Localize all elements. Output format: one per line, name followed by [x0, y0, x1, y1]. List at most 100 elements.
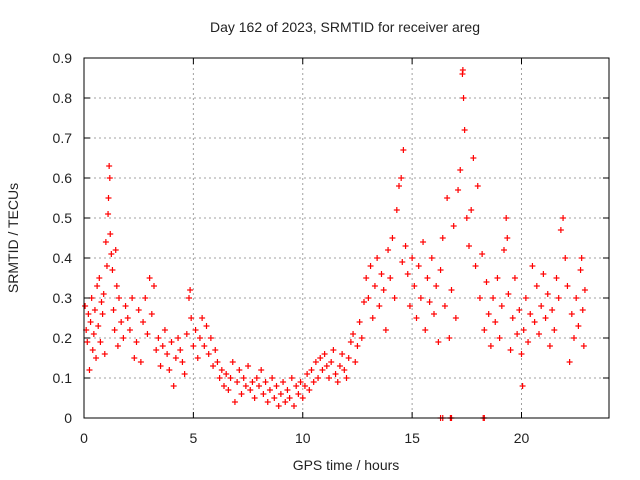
data-point [341, 367, 348, 373]
data-point [356, 319, 363, 325]
y-tick-label: 0.3 [53, 290, 73, 306]
data-point [496, 335, 503, 341]
data-point [106, 175, 113, 181]
data-point [555, 295, 562, 301]
data-point [380, 287, 387, 293]
data-point [406, 303, 413, 309]
data-point [385, 247, 392, 253]
data-point [564, 283, 571, 289]
x-tick-label: 0 [80, 430, 88, 446]
data-point [124, 315, 131, 321]
data-point [170, 383, 177, 389]
data-point [218, 367, 225, 373]
data-point [474, 183, 481, 189]
data-point [551, 327, 558, 333]
data-point [504, 235, 511, 241]
data-point [91, 307, 98, 313]
data-point [282, 399, 289, 405]
data-point [207, 335, 214, 341]
data-point [310, 379, 317, 385]
data-point [402, 243, 409, 249]
data-point [183, 331, 190, 337]
data-point [108, 251, 115, 257]
data-point [201, 343, 208, 349]
data-points [82, 67, 588, 421]
data-point [153, 347, 160, 353]
data-point [487, 343, 494, 349]
data-point [188, 315, 195, 321]
data-point [389, 235, 396, 241]
data-point [542, 315, 549, 321]
data-point [288, 375, 295, 381]
data-point [144, 331, 151, 337]
data-point [192, 327, 199, 333]
data-point [531, 319, 538, 325]
data-point [297, 379, 304, 385]
data-point [382, 327, 389, 333]
data-point [396, 183, 402, 189]
data-point [106, 163, 113, 169]
data-point [166, 367, 173, 373]
data-point [378, 271, 385, 277]
data-point [371, 283, 378, 289]
x-tick-label: 15 [404, 430, 420, 446]
data-point [100, 291, 107, 297]
data-point [214, 359, 221, 365]
data-point [221, 383, 227, 389]
data-point [319, 367, 326, 373]
data-point [199, 315, 206, 321]
data-point [186, 295, 192, 301]
data-point [175, 335, 182, 341]
data-point [463, 215, 470, 221]
data-point [549, 307, 556, 313]
y-tick-label: 0.1 [53, 370, 73, 386]
data-point [256, 383, 262, 389]
data-point [571, 335, 577, 341]
plot-border [83, 57, 610, 419]
data-point [315, 375, 322, 381]
data-point [321, 351, 328, 357]
data-point [483, 279, 490, 285]
data-point [236, 367, 243, 373]
data-point [137, 359, 144, 365]
data-point [275, 403, 282, 409]
data-point [566, 359, 573, 365]
chart-title: Day 162 of 2023, SRMTID for receiver are… [210, 19, 480, 35]
data-point [97, 339, 104, 345]
data-point [90, 331, 97, 337]
data-point [93, 355, 100, 361]
data-point [457, 167, 464, 173]
data-point [581, 287, 588, 293]
data-point [328, 359, 335, 365]
data-point [428, 255, 435, 261]
data-point [113, 283, 120, 289]
data-point [460, 95, 467, 101]
data-point [234, 379, 241, 385]
data-point [247, 387, 254, 393]
data-point [498, 303, 505, 309]
data-point [306, 387, 313, 393]
data-point [452, 315, 459, 321]
data-point [336, 363, 343, 369]
data-point [546, 343, 553, 349]
data-point [114, 343, 121, 349]
data-point [490, 295, 497, 301]
data-point [240, 375, 247, 381]
data-point [260, 391, 267, 397]
data-point [361, 299, 367, 305]
data-point [194, 355, 201, 361]
data-point [312, 359, 319, 365]
data-point [142, 295, 149, 301]
data-point [105, 195, 112, 201]
data-point [155, 335, 162, 341]
data-point [420, 239, 427, 245]
data-point [437, 267, 444, 273]
data-point [299, 395, 306, 401]
data-point [393, 207, 400, 213]
data-point [461, 127, 468, 133]
data-point [181, 371, 188, 377]
data-point [161, 327, 168, 333]
data-point [426, 299, 433, 305]
data-point [544, 291, 551, 297]
data-point [560, 215, 567, 221]
